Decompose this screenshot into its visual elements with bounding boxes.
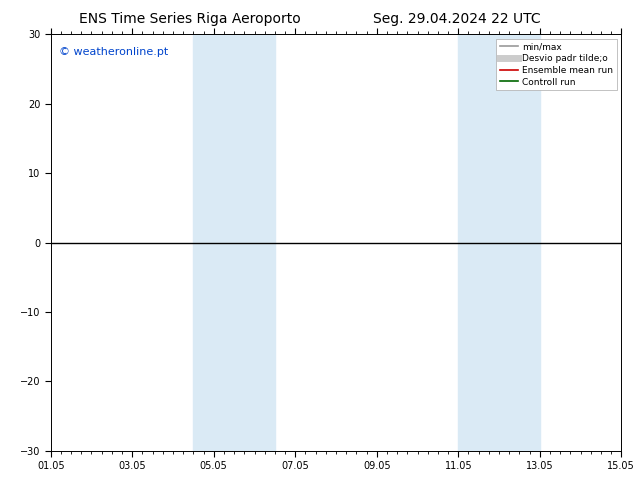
Text: ENS Time Series Riga Aeroporto: ENS Time Series Riga Aeroporto [79,12,301,26]
Text: Seg. 29.04.2024 22 UTC: Seg. 29.04.2024 22 UTC [373,12,540,26]
Bar [193,34,234,451]
Text: © weatheronline.pt: © weatheronline.pt [59,47,169,57]
Bar [499,34,540,451]
Legend: min/max, Desvio padr tilde;o, Ensemble mean run, Controll run: min/max, Desvio padr tilde;o, Ensemble m… [496,39,617,90]
Bar [458,34,499,451]
Bar [234,34,275,451]
